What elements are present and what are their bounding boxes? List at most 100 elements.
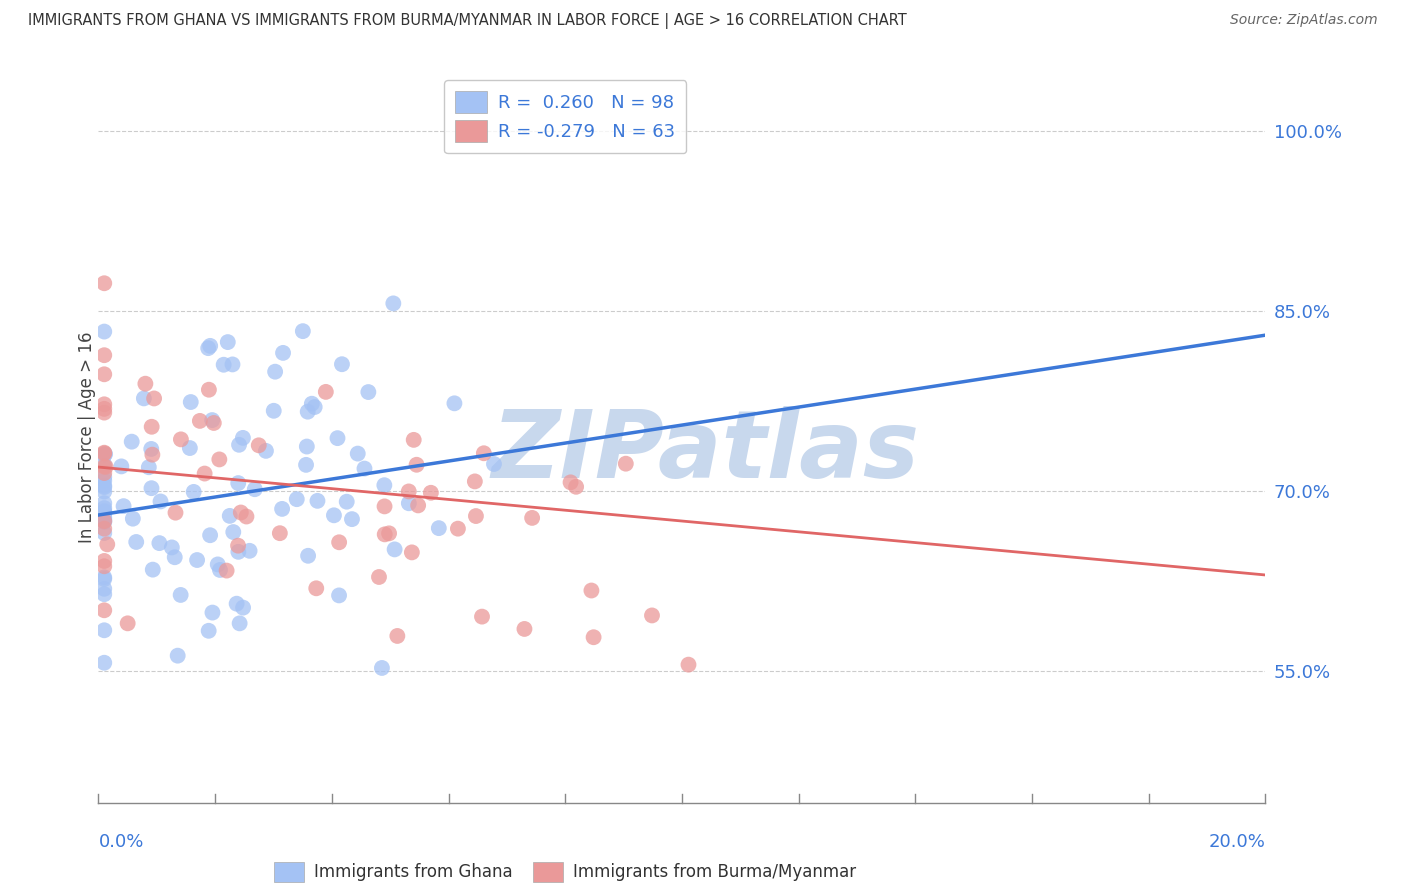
Point (295, 458, 318, 472)
Point (148, 536, 170, 550)
Point (581, 583, 603, 598)
Point (235, 509, 257, 524)
Point (641, 608, 664, 623)
Point (247, 438, 270, 452)
Point (297, 405, 319, 419)
Point (160, 541, 183, 555)
Point (93, 401, 115, 416)
Point (166, 648, 188, 663)
Point (315, 384, 337, 399)
Point (239, 544, 262, 558)
Point (398, 496, 420, 510)
Point (202, 416, 225, 430)
Point (141, 448, 163, 462)
Point (560, 475, 582, 490)
Point (142, 563, 165, 577)
Point (340, 512, 363, 526)
Text: IMMIGRANTS FROM GHANA VS IMMIGRANTS FROM BURMA/MYANMAR IN LABOR FORCE | AGE > 16: IMMIGRANTS FROM GHANA VS IMMIGRANTS FROM… (28, 13, 907, 29)
Point (197, 624, 219, 638)
Point (384, 542, 406, 557)
Point (221, 358, 243, 372)
Point (170, 433, 193, 447)
Point (387, 629, 409, 643)
Point (121, 511, 143, 525)
Point (295, 440, 318, 454)
Point (471, 609, 494, 624)
Point (228, 616, 250, 631)
Point (222, 524, 245, 539)
Point (93, 446, 115, 460)
Point (217, 335, 239, 350)
Point (169, 588, 191, 602)
Point (336, 494, 359, 508)
Point (96, 537, 118, 551)
Point (225, 597, 247, 611)
Point (582, 630, 605, 644)
Point (149, 494, 172, 508)
Point (326, 431, 349, 445)
Point (373, 500, 395, 514)
Point (201, 413, 224, 427)
Legend: Immigrants from Ghana, Immigrants from Burma/Myanmar: Immigrants from Ghana, Immigrants from B… (267, 855, 863, 888)
Point (368, 570, 391, 584)
Point (125, 535, 148, 549)
Point (93, 484, 115, 499)
Point (405, 458, 427, 472)
Point (398, 484, 420, 499)
Point (197, 341, 219, 355)
Point (301, 397, 323, 411)
Y-axis label: In Labor Force | Age > 16: In Labor Force | Age > 16 (79, 331, 96, 543)
Point (165, 506, 187, 520)
Point (254, 443, 277, 458)
Text: 20.0%: 20.0% (1209, 833, 1265, 851)
Point (93, 480, 115, 494)
Point (207, 558, 229, 572)
Point (93, 554, 115, 568)
Point (93, 507, 115, 521)
Point (141, 481, 163, 495)
Point (110, 459, 132, 474)
Point (121, 434, 143, 449)
Point (94, 447, 117, 461)
Point (93, 559, 115, 574)
Point (93, 526, 115, 541)
Point (465, 509, 488, 524)
Point (520, 511, 543, 525)
Point (183, 484, 205, 499)
Point (93, 348, 115, 362)
Point (117, 616, 139, 631)
Point (194, 467, 217, 481)
Point (330, 357, 353, 371)
Point (378, 526, 401, 541)
Point (402, 433, 425, 447)
Point (93, 470, 115, 484)
Point (382, 296, 405, 310)
Point (93, 277, 115, 291)
Point (141, 442, 163, 456)
Point (141, 419, 163, 434)
Point (218, 508, 240, 523)
Point (93, 603, 115, 617)
Point (304, 400, 326, 414)
Text: Source: ZipAtlas.com: Source: ZipAtlas.com (1230, 13, 1378, 28)
Point (232, 600, 254, 615)
Point (229, 506, 252, 520)
Point (93, 510, 115, 524)
Point (243, 482, 266, 496)
Point (93, 582, 115, 596)
Point (198, 339, 221, 353)
Point (263, 404, 285, 418)
Point (93, 479, 115, 493)
Point (93, 514, 115, 528)
Point (132, 392, 155, 406)
Point (271, 346, 294, 360)
Point (93, 459, 115, 474)
Point (112, 499, 135, 513)
Point (198, 528, 221, 542)
Point (93, 325, 115, 339)
Point (513, 622, 536, 636)
Point (406, 499, 429, 513)
Point (323, 508, 346, 523)
Point (215, 564, 238, 578)
Point (186, 553, 208, 567)
